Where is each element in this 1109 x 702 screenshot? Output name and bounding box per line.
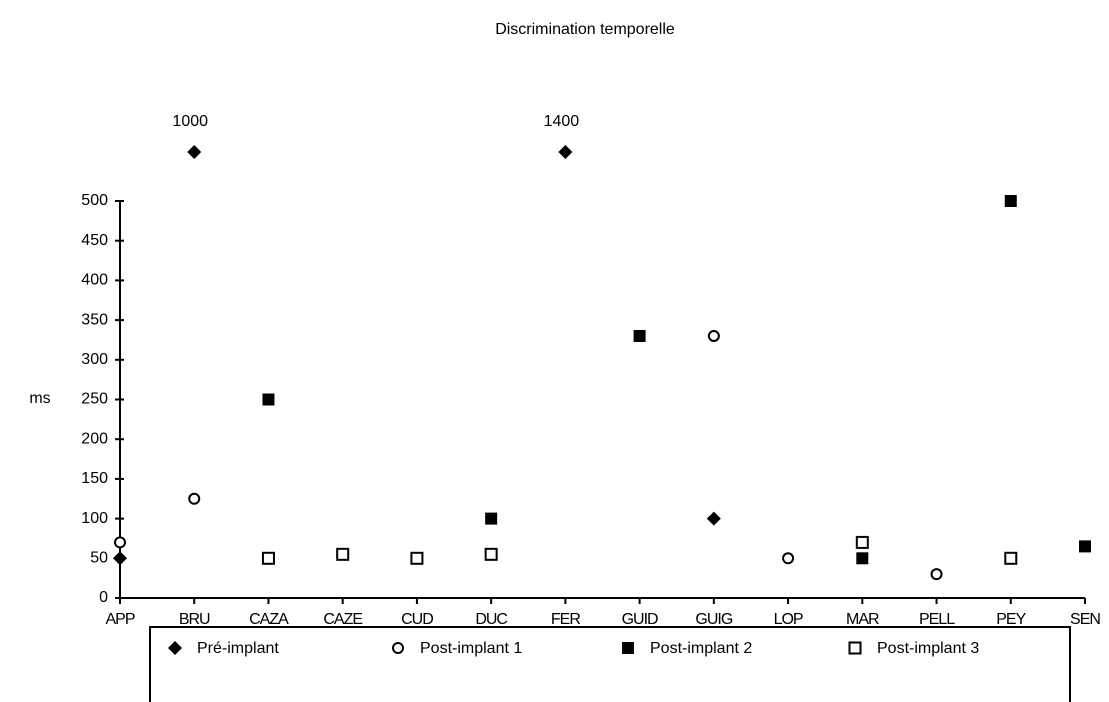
marker [336, 547, 350, 561]
y-tick-label: 450 [81, 232, 108, 249]
x-tick-label: GUID [622, 611, 658, 628]
x-tick-label: APP [105, 611, 134, 628]
y-axis-label: ms [29, 390, 50, 407]
y-tick-label: 250 [81, 391, 108, 408]
x-tick-label: PEY [996, 611, 1026, 628]
y-tick-label: 0 [99, 589, 108, 606]
marker [855, 535, 869, 549]
x-tick-label: CAZA [249, 611, 289, 628]
x-tick-label: CUD [401, 611, 433, 628]
legend-label: Post-implant 2 [650, 640, 752, 657]
chart-title: Discrimination temporelle [495, 21, 675, 38]
marker [1079, 540, 1091, 553]
marker [782, 552, 795, 565]
x-tick-label: BRU [179, 611, 210, 628]
marker [856, 552, 869, 565]
marker [706, 511, 721, 526]
data-label: 1400 [544, 113, 580, 130]
marker [262, 393, 275, 406]
marker [633, 329, 646, 342]
x-tick-label: LOP [774, 611, 803, 628]
y-tick-label: 300 [81, 351, 108, 368]
data-label: 1000 [172, 113, 208, 130]
y-tick-label: 50 [90, 550, 108, 567]
legend-label: Pré-implant [197, 640, 279, 657]
marker [1004, 195, 1017, 207]
legend-marker [622, 642, 634, 654]
marker [187, 145, 202, 159]
marker [1004, 551, 1018, 565]
marker [930, 568, 943, 581]
y-tick-label: 500 [81, 192, 108, 209]
x-tick-label: PELL [919, 611, 955, 628]
marker [114, 536, 126, 549]
y-tick-label: 200 [81, 430, 108, 447]
legend-marker [168, 641, 182, 655]
legend-label: Post-implant 3 [877, 640, 979, 657]
y-tick-label: 350 [81, 311, 108, 328]
legend-marker [392, 642, 404, 654]
x-tick-label: FER [551, 611, 580, 628]
marker [485, 512, 498, 525]
x-tick-label: GUIG [695, 611, 732, 628]
legend-label: Post-implant 1 [420, 640, 522, 657]
marker [261, 551, 275, 565]
x-tick-label: CAZE [323, 611, 362, 628]
legend-box [149, 626, 1071, 702]
y-tick-label: 100 [81, 510, 108, 527]
y-tick-label: 150 [81, 470, 108, 487]
marker [410, 551, 424, 565]
legend-marker [848, 641, 862, 655]
marker [558, 145, 573, 159]
x-tick-label: MAR [846, 611, 879, 628]
marker [707, 329, 720, 342]
marker [484, 547, 498, 561]
x-tick-label: SEN [1070, 611, 1100, 628]
marker [113, 551, 127, 566]
y-tick-label: 400 [81, 272, 108, 289]
x-tick-label: DUC [475, 611, 507, 628]
marker [188, 492, 201, 505]
